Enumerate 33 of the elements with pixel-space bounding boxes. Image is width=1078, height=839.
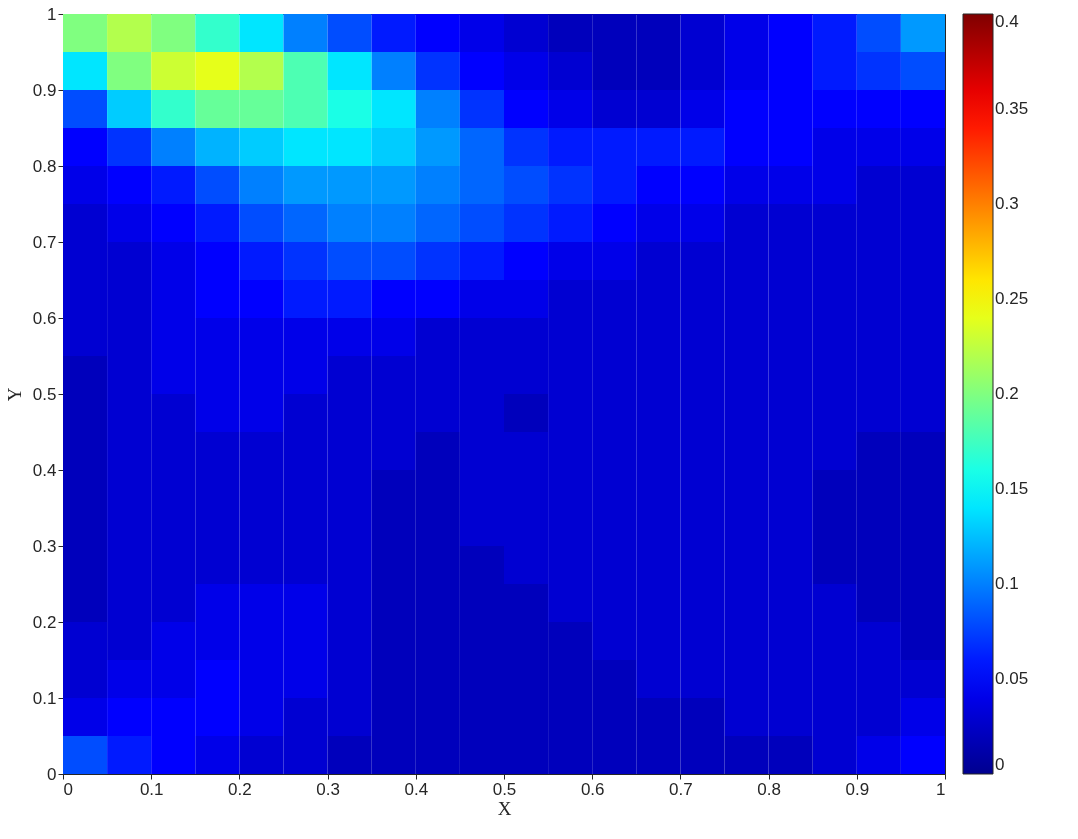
- y-tick-label: 0.4: [32, 460, 57, 480]
- x-tick-label: 0.2: [228, 779, 252, 799]
- y-tick-label: 0.7: [32, 232, 57, 252]
- x-tick-label: 0.8: [757, 779, 781, 799]
- x-tick-label: 0.6: [580, 779, 605, 799]
- color-bar-label: 0.05: [995, 669, 1029, 688]
- y-tick-label: 0.2: [32, 612, 57, 632]
- y-tick-label: 0.6: [32, 308, 57, 328]
- color-bar-label: 0.35: [995, 99, 1029, 118]
- color-bar-label: 0.15: [995, 479, 1029, 498]
- x-tick-label: 1: [936, 779, 946, 799]
- y-tick-label: 0.1: [32, 688, 57, 708]
- y-tick-label: 0.3: [32, 536, 57, 556]
- x-tick-label: 0: [63, 779, 73, 799]
- x-tick-label: 0.5: [492, 779, 517, 799]
- x-tick-label: 0.9: [845, 779, 870, 799]
- x-tick-label: 0.4: [404, 779, 429, 799]
- y-tick-label: 0.5: [32, 384, 57, 404]
- color-bar-label: 0: [995, 755, 1005, 774]
- y-axis-title: Y: [3, 387, 25, 402]
- color-bar-label: 0.25: [995, 289, 1029, 308]
- color-bar-label: 0.2: [995, 384, 1019, 403]
- x-tick-label: 0.7: [669, 779, 693, 799]
- x-axis-title: X: [497, 797, 512, 819]
- y-tick-label: 0.9: [32, 80, 57, 100]
- color-bar-label: 0.1: [995, 574, 1019, 593]
- y-tick-label: 0.8: [32, 156, 57, 176]
- y-tick-label: 1: [47, 4, 57, 24]
- x-tick-label: 0.3: [316, 779, 340, 799]
- color-bar-label: 0.3: [995, 194, 1019, 213]
- y-tick-label: 0: [47, 764, 57, 784]
- color-bar-label: 0.4: [995, 12, 1019, 31]
- x-tick-label: 0.1: [139, 779, 164, 799]
